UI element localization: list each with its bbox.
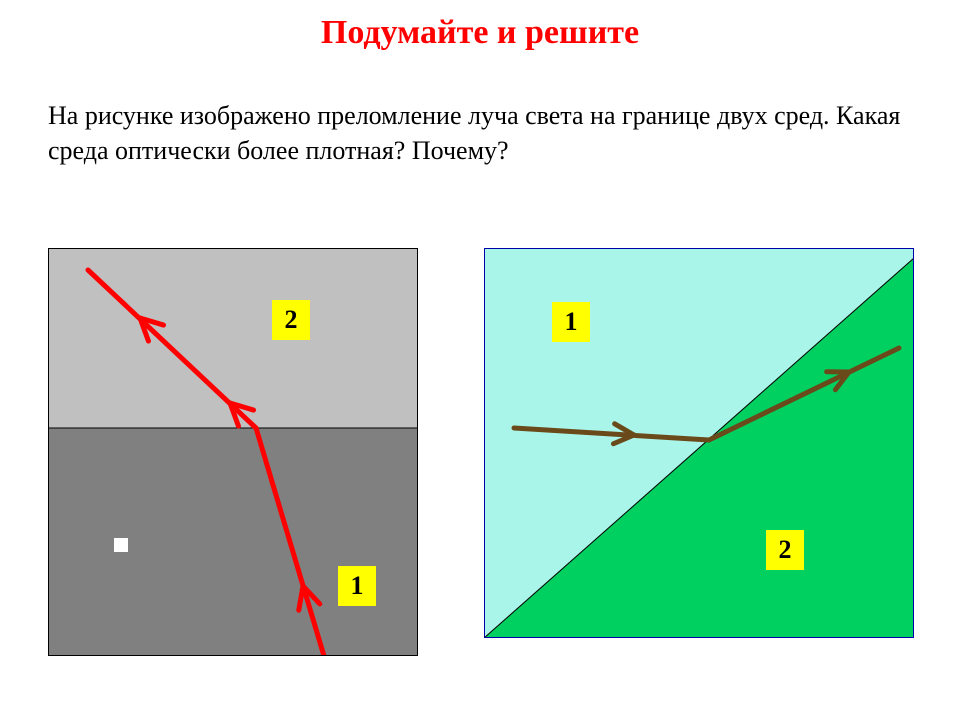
label-left-1: 1 bbox=[338, 566, 376, 606]
label-right-2: 2 bbox=[766, 530, 804, 570]
slide: Подумайте и решите На рисунке изображено… bbox=[0, 0, 960, 720]
label-left-2: 2 bbox=[272, 300, 310, 340]
label-right-1: 1 bbox=[552, 302, 590, 342]
figure-right-svg bbox=[484, 248, 914, 638]
slide-title: Подумайте и решите bbox=[0, 14, 960, 52]
question-text: На рисунке изображено преломление луча с… bbox=[48, 98, 918, 168]
figure-right bbox=[484, 248, 914, 638]
